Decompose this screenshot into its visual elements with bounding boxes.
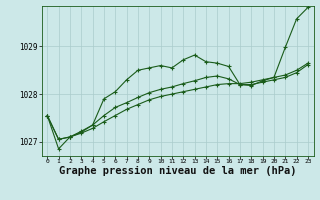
X-axis label: Graphe pression niveau de la mer (hPa): Graphe pression niveau de la mer (hPa) — [59, 166, 296, 176]
